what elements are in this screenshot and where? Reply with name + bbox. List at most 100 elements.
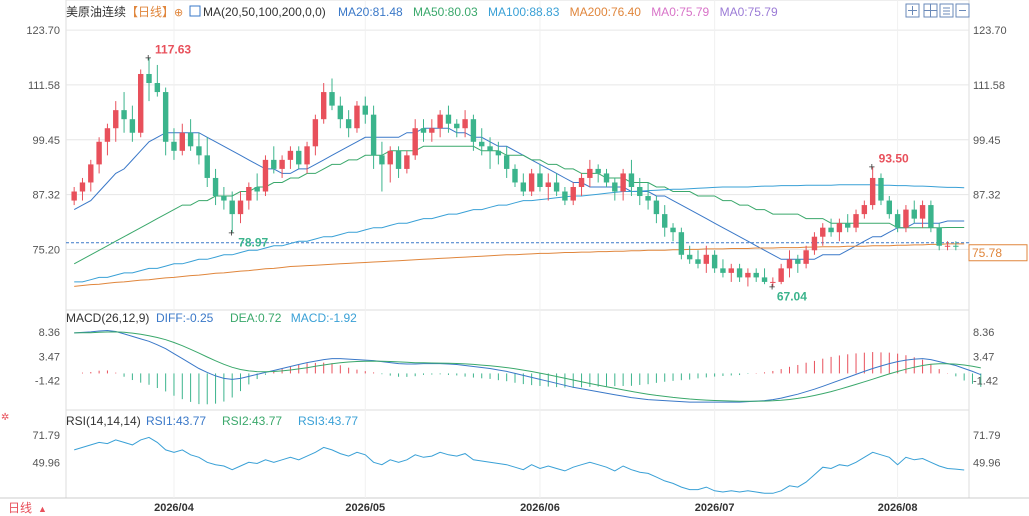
candle-body: [811, 236, 818, 251]
candle-body: [761, 277, 768, 282]
candle-body: [562, 191, 568, 201]
period-switch-arrow-icon[interactable]: ▲: [38, 504, 47, 514]
candle-body: [936, 227, 942, 246]
price-annotations: +117.63+78.97+67.04+93.50: [145, 43, 909, 304]
annotation-low-july: 67.04: [777, 289, 807, 303]
candle-body: [753, 272, 759, 278]
rsi-tick-label: 49.96: [32, 457, 60, 469]
candle-body: [728, 268, 734, 273]
macd-tick-label-right: 3.47: [973, 351, 994, 363]
candle-body: [279, 159, 285, 169]
candle-body: [686, 254, 693, 260]
candle-body: [853, 214, 859, 228]
expand-icon[interactable]: [905, 3, 920, 18]
ma-legend-item: MA200:76.40: [570, 5, 642, 19]
candle-body: [570, 186, 576, 201]
candle-body: [803, 250, 809, 264]
price-tick-label-right: 99.45: [973, 135, 1001, 147]
candle-body: [845, 223, 851, 228]
candle-body: [919, 205, 926, 219]
annotation-high-july: 93.50: [879, 152, 909, 166]
candle-body: [204, 155, 210, 178]
rsi-tick-label: 71.79: [32, 430, 60, 442]
settings-icon[interactable]: [939, 3, 954, 18]
add-compare-icon[interactable]: ⊕: [174, 7, 183, 19]
price-tick-label: 99.45: [32, 135, 60, 147]
rsi-tick-label-right: 49.96: [973, 457, 1001, 469]
candle-body: [778, 268, 784, 282]
candle-body: [487, 146, 493, 151]
macd-title: MACD(26,12,9): [66, 311, 149, 325]
candle-body: [645, 196, 651, 201]
candle-body: [770, 281, 776, 283]
date-tick-label: 2026/05: [345, 502, 385, 514]
candle-body: [470, 119, 477, 142]
candle-body: [88, 164, 94, 183]
candle-body: [595, 168, 601, 174]
candle-body: [320, 92, 327, 120]
candle-body: [828, 227, 834, 233]
date-tick-label: 2026/06: [520, 502, 560, 514]
rsi-legend: RSI1:43.77 RSI2:43.77 RSI3:43.77: [146, 414, 358, 428]
candle-body: [503, 155, 510, 169]
macd-dea-line: [74, 331, 981, 402]
rsi-legend-item: RSI3:43.77: [298, 414, 358, 428]
candle-body: [520, 182, 527, 192]
candle-body: [404, 155, 410, 169]
candle-body: [420, 128, 427, 133]
candle-body: [587, 168, 593, 178]
candle-body: [786, 259, 793, 269]
ma-line-ma20: [73, 127, 965, 260]
candle-body: [512, 168, 518, 183]
candle-body: [246, 186, 252, 201]
macd-tick-label-right: -1.42: [973, 375, 998, 387]
candle-body: [462, 119, 468, 129]
candle-body: [479, 141, 485, 147]
annotation-high-july-marker: +: [869, 162, 875, 174]
period-switch[interactable]: 日线: [8, 501, 32, 515]
annotation-low-april: 78.97: [238, 235, 268, 249]
candle-body: [121, 110, 127, 120]
candle-body: [886, 200, 893, 215]
candle-body: [528, 173, 535, 192]
candle-body: [154, 83, 161, 93]
candle-body: [362, 105, 368, 115]
candle-body: [395, 150, 402, 169]
candle-body: [437, 114, 443, 129]
grid-icon[interactable]: [923, 3, 938, 18]
rsi-series: [74, 436, 965, 494]
price-tick-label: 87.32: [32, 190, 60, 202]
candle-body: [454, 123, 460, 129]
candle-body: [104, 128, 111, 142]
candle-body: [878, 177, 884, 201]
price-tick-label-right: 111.58: [973, 80, 1005, 92]
candle-body: [736, 268, 743, 278]
period-badge[interactable]: 【日线】: [126, 5, 174, 19]
instrument-name: 美原油连续: [66, 4, 126, 19]
candle-body: [429, 128, 435, 133]
candle-body: [179, 132, 185, 151]
candle-body: [113, 110, 119, 129]
macd-panel-frame: [65, 309, 970, 411]
candle-body: [711, 254, 718, 269]
candle-body: [271, 159, 277, 169]
candle-body: [553, 182, 560, 192]
candle-body: [354, 105, 360, 129]
macd-legend-item: DIFF:-0.25: [156, 311, 214, 325]
candle-body: [237, 200, 244, 215]
candle-body: [412, 128, 418, 156]
candle-body: [171, 141, 177, 151]
ma-legend-item: MA0:75.79: [651, 5, 709, 19]
annotation-low-july-marker: +: [769, 281, 775, 293]
rsi-legend-item: RSI1:43.77: [146, 414, 206, 428]
candle-body: [312, 119, 319, 147]
rsi-legend-item: RSI2:43.77: [222, 414, 282, 428]
ma-legend-item: MA20:81.48: [338, 5, 403, 19]
candle-body: [329, 92, 335, 106]
candle-body: [345, 119, 352, 129]
candle-body: [620, 173, 626, 192]
minimize-icon[interactable]: [955, 3, 970, 18]
indicator-toggle-icon[interactable]: [189, 5, 201, 17]
price-tick-label: 111.58: [28, 80, 60, 92]
macd-diff-line: [74, 329, 981, 403]
